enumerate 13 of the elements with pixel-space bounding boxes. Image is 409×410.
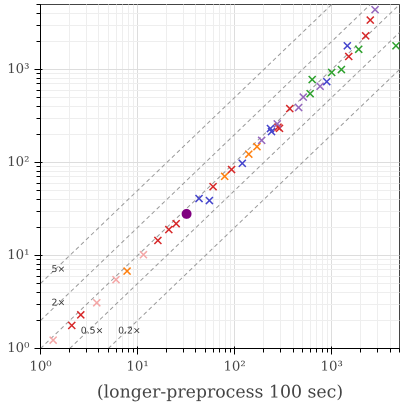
x-axis-title: (longer-preprocess 100 sec) [96,382,344,402]
annotation: 5× [52,264,66,275]
y-tick-label: 10⁰ [7,341,30,356]
y-tick-label: 10³ [7,62,30,78]
y-tick-label: 10² [7,155,30,170]
x-tick-label: 10² [223,360,246,374]
x-tick-label: 10⁰ [29,360,52,374]
x-tick-label: 10¹ [126,360,149,374]
annotation: 2× [52,297,66,308]
x-tick-label: 10³ [320,360,343,374]
annotation: 0.5× [80,325,104,336]
y-tick-label: 10¹ [7,248,30,263]
annotation: 0.2× [118,325,141,336]
